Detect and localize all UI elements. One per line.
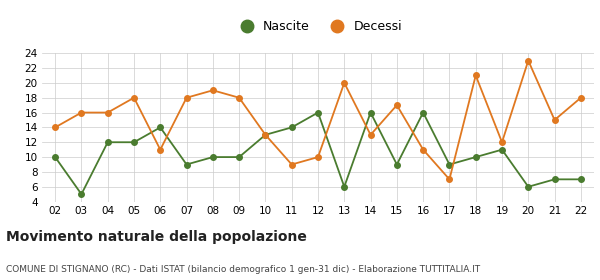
- Line: Decessi: Decessi: [52, 58, 584, 182]
- Decessi: [314, 155, 322, 159]
- Decessi: [78, 111, 85, 114]
- Decessi: [577, 96, 584, 99]
- Nascite: [472, 155, 479, 159]
- Decessi: [262, 133, 269, 137]
- Decessi: [209, 88, 217, 92]
- Decessi: [341, 81, 348, 85]
- Nascite: [157, 126, 164, 129]
- Nascite: [419, 111, 427, 114]
- Decessi: [446, 178, 453, 181]
- Text: Movimento naturale della popolazione: Movimento naturale della popolazione: [6, 230, 307, 244]
- Nascite: [104, 141, 112, 144]
- Nascite: [183, 163, 190, 166]
- Decessi: [236, 96, 243, 99]
- Nascite: [236, 155, 243, 159]
- Nascite: [78, 193, 85, 196]
- Nascite: [524, 185, 532, 188]
- Nascite: [314, 111, 322, 114]
- Decessi: [104, 111, 112, 114]
- Decessi: [183, 96, 190, 99]
- Nascite: [52, 155, 59, 159]
- Decessi: [499, 141, 506, 144]
- Nascite: [367, 111, 374, 114]
- Decessi: [157, 148, 164, 151]
- Nascite: [130, 141, 137, 144]
- Nascite: [393, 163, 400, 166]
- Nascite: [577, 178, 584, 181]
- Decessi: [551, 118, 558, 122]
- Nascite: [341, 185, 348, 188]
- Nascite: [551, 178, 558, 181]
- Decessi: [393, 103, 400, 107]
- Nascite: [446, 163, 453, 166]
- Decessi: [52, 126, 59, 129]
- Decessi: [288, 163, 295, 166]
- Decessi: [524, 59, 532, 62]
- Nascite: [262, 133, 269, 137]
- Decessi: [130, 96, 137, 99]
- Decessi: [472, 74, 479, 77]
- Decessi: [367, 133, 374, 137]
- Line: Nascite: Nascite: [52, 110, 584, 197]
- Nascite: [288, 126, 295, 129]
- Decessi: [419, 148, 427, 151]
- Nascite: [209, 155, 217, 159]
- Legend: Nascite, Decessi: Nascite, Decessi: [229, 15, 407, 38]
- Nascite: [499, 148, 506, 151]
- Text: COMUNE DI STIGNANO (RC) - Dati ISTAT (bilancio demografico 1 gen-31 dic) - Elabo: COMUNE DI STIGNANO (RC) - Dati ISTAT (bi…: [6, 265, 480, 274]
